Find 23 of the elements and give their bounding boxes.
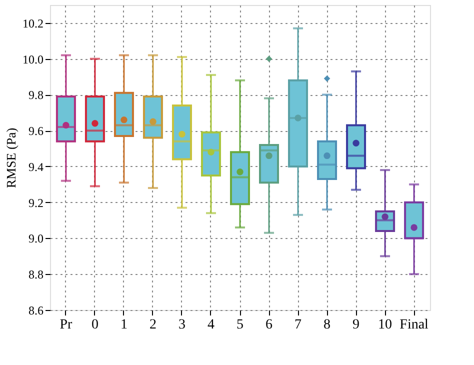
x-tick-label: 6 — [266, 318, 273, 332]
x-tick-label: 5 — [236, 318, 244, 332]
x-tick-label: 4 — [207, 318, 214, 332]
x-tick-label: 10 — [378, 318, 392, 332]
y-tick-label: 9.6 — [28, 124, 44, 138]
y-tick-label: 8.8 — [28, 268, 44, 282]
x-tick-label: 1 — [120, 318, 128, 332]
y-tick-label: 9.4 — [28, 160, 44, 174]
x-tick-label: Pr — [60, 318, 73, 332]
y-tick-label: 8.6 — [28, 304, 44, 318]
x-tick-label: Final — [400, 318, 429, 332]
y-tick-label: 9.8 — [28, 88, 44, 102]
x-tick-label: 2 — [149, 318, 156, 332]
x-tick-label: 9 — [352, 318, 360, 332]
x-tick-label: 8 — [324, 318, 331, 332]
y-tick-label: 9.2 — [28, 196, 44, 210]
x-tick-label: 3 — [178, 318, 186, 332]
y-axis-title: RMSE (Pa) — [4, 128, 18, 188]
x-tick-label: 0 — [91, 318, 98, 332]
y-tick-label: 10.0 — [22, 52, 44, 66]
x-tick-label: 7 — [294, 318, 302, 332]
y-tick-label: 9.0 — [28, 232, 44, 246]
y-tick-label: 10.2 — [22, 16, 44, 30]
